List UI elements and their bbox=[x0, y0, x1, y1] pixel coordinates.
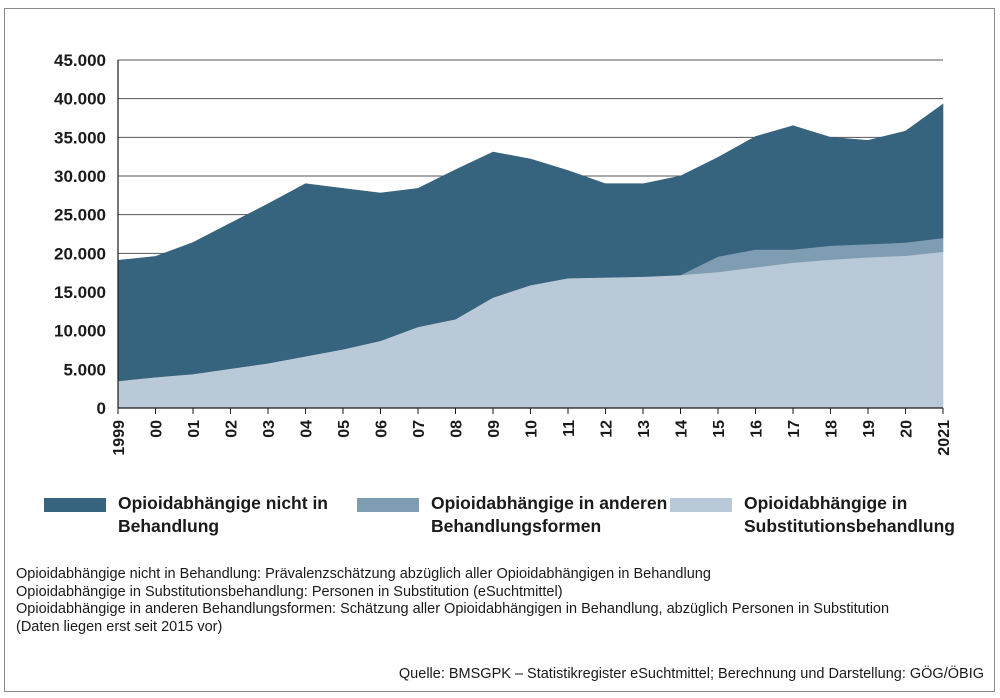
footnote-substitution: Opioidabhängige in Substitutionsbehandlu… bbox=[16, 583, 563, 600]
legend-swatch-nicht-in-behandlung bbox=[44, 498, 106, 512]
x-tick-label: 16 bbox=[749, 420, 766, 438]
footnotes: Opioidabhängige nicht in Behandlung: Prä… bbox=[16, 566, 976, 636]
x-tick-label: 14 bbox=[674, 420, 691, 438]
legend-item-andere-behandlungsformen: Opioidabhängige in anderen Behandlungsfo… bbox=[357, 492, 681, 538]
x-tick-label: 03 bbox=[261, 420, 278, 438]
footnote-nicht-in-behandlung: Opioidabhängige nicht in Behandlung: Prä… bbox=[16, 566, 711, 582]
legend-swatch-andere-behandlungsformen bbox=[357, 498, 419, 512]
chart-frame bbox=[4, 8, 995, 692]
y-tick-label: 10.000 bbox=[54, 322, 106, 341]
x-tick-label: 13 bbox=[636, 420, 653, 438]
stacked-area-chart: 0 5.000 10.000 15.000 20.000 25.000 30.000 35.0… bbox=[54, 51, 953, 456]
legend-swatch-substitutionsbehandlung bbox=[670, 498, 732, 512]
area-series-2 bbox=[117, 103, 944, 382]
x-tick-label: 12 bbox=[599, 420, 616, 438]
x-axis-ticks: 1999 00 01 02 03 04 05 06 07 08 09 10 11 12 13 14 15 16 17… bbox=[111, 420, 953, 456]
x-tick-label: 10 bbox=[524, 420, 541, 438]
x-tick-label: 02 bbox=[224, 420, 241, 438]
x-tick-label: 01 bbox=[186, 420, 203, 438]
x-tick-label: 2021 bbox=[936, 420, 953, 456]
footnote-daten-seit-2015: (Daten liegen erst seit 2015 vor) bbox=[16, 618, 223, 635]
x-tick-label: 11 bbox=[561, 420, 578, 437]
y-tick-label: 40.000 bbox=[54, 90, 106, 109]
legend: Opioidabhängige nicht in Behandlung Opio… bbox=[0, 492, 1000, 542]
legend-label-andere-behandlungsformen: Opioidabhängige in anderen Behandlungsfo… bbox=[431, 493, 668, 536]
x-tick-label: 1999 bbox=[111, 420, 128, 456]
y-axis-ticks: 0 5.000 10.000 15.000 20.000 25.000 30.000 35.0… bbox=[54, 51, 106, 418]
x-tick-label: 07 bbox=[411, 420, 428, 438]
legend-label-nicht-in-behandlung: Opioidabhängige nicht in Behandlung bbox=[118, 493, 328, 536]
y-tick-label: 5.000 bbox=[63, 360, 106, 379]
y-tick-label: 35.000 bbox=[54, 128, 106, 147]
x-tick-label: 15 bbox=[711, 420, 728, 438]
x-axis bbox=[117, 60, 944, 414]
y-tick-label: 15.000 bbox=[54, 283, 106, 302]
legend-item-substitutionsbehandlung: Opioidabhängige in Substitutionsbehandlu… bbox=[670, 492, 974, 538]
x-tick-label: 20 bbox=[899, 420, 916, 438]
y-tick-label: 20.000 bbox=[54, 244, 106, 263]
footnote-andere-behandlungsformen: Opioidabhängige in anderen Behandlungsfo… bbox=[16, 601, 890, 617]
x-tick-label: 18 bbox=[824, 420, 841, 438]
x-tick-label: 09 bbox=[486, 420, 503, 438]
x-tick-label: 19 bbox=[861, 420, 878, 438]
x-tick-label: 04 bbox=[299, 420, 316, 438]
x-tick-label: 06 bbox=[374, 420, 391, 438]
x-tick-label: 00 bbox=[149, 420, 166, 438]
y-tick-label: 45.000 bbox=[54, 51, 106, 70]
y-tick-label: 30.000 bbox=[54, 167, 106, 186]
legend-label-substitutionsbehandlung: Opioidabhängige in Substitutionsbehandlu… bbox=[744, 493, 955, 536]
y-tick-label: 0 bbox=[97, 399, 106, 418]
x-tick-label: 17 bbox=[786, 420, 803, 438]
area-series bbox=[117, 103, 944, 409]
y-tick-label: 25.000 bbox=[54, 206, 106, 225]
source-line: Quelle: BMSGPK – Statistikregister eSuch… bbox=[398, 666, 984, 682]
x-tick-label: 05 bbox=[336, 420, 353, 438]
x-tick-label: 08 bbox=[449, 420, 466, 438]
legend-item-nicht-in-behandlung: Opioidabhängige nicht in Behandlung bbox=[44, 492, 348, 538]
